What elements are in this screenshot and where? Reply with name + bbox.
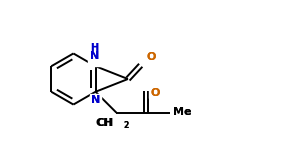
Text: O: O	[147, 52, 156, 62]
Text: N: N	[90, 51, 99, 61]
Bar	[171, 107, 191, 117]
Text: O: O	[151, 88, 160, 98]
Text: O: O	[147, 52, 156, 62]
Text: H: H	[91, 43, 99, 53]
Text: CH: CH	[95, 118, 113, 128]
Text: N: N	[90, 51, 99, 61]
Text: Me: Me	[173, 107, 192, 117]
Bar	[149, 88, 161, 98]
Text: N: N	[91, 95, 100, 105]
Bar	[145, 54, 156, 64]
Text: CH: CH	[96, 118, 113, 128]
Text: 2: 2	[123, 121, 128, 131]
Bar	[106, 117, 131, 128]
Text: Me: Me	[173, 107, 192, 117]
Text: N: N	[91, 95, 100, 105]
Bar	[88, 48, 102, 66]
Text: O: O	[151, 88, 160, 98]
Bar	[90, 94, 102, 104]
Text: H: H	[91, 43, 99, 53]
Text: 2: 2	[123, 121, 128, 131]
